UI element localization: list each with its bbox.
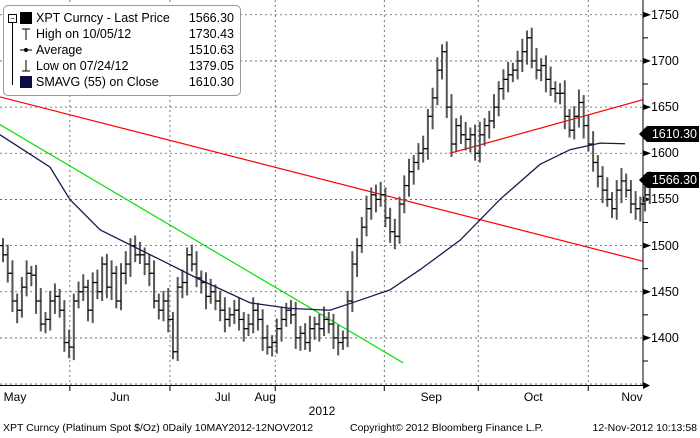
y-tick-mark <box>643 11 651 18</box>
x-tick-label: Aug <box>254 390 276 404</box>
axes <box>0 0 650 389</box>
footer-timestamp: 12-Nov-2012 10:13:58 <box>592 422 698 434</box>
red-support-trendline <box>449 99 644 154</box>
legend-row-last-price: XPT Curncy - Last Price 1566.30 <box>14 10 234 26</box>
x-axis-arrow <box>643 382 650 389</box>
y-tick-mark <box>643 334 651 341</box>
collapse-icon[interactable]: − <box>8 14 17 23</box>
legend-row-sma: SMAVG (55) on Close 1610.30 <box>14 74 234 90</box>
y-tick-label: 1600 <box>651 146 679 161</box>
grid <box>0 0 651 391</box>
legend-row-average: Average 1510.63 <box>14 42 234 58</box>
y-tick-label: 1400 <box>651 330 679 345</box>
y-tick-mark <box>643 104 651 111</box>
legend-row-high: High on 10/05/12 1730.43 <box>14 26 234 42</box>
green-downtrend-trendline <box>0 124 404 364</box>
x-tick-label: Sep <box>420 390 442 404</box>
footer-copyright: Copyright© 2012 Bloomberg Finance L.P. <box>350 422 544 434</box>
last-price-label: 1566.30 <box>639 172 699 188</box>
y-tick-mark <box>643 57 651 64</box>
average-marker-icon <box>20 44 32 56</box>
x-tick-label: Jun <box>110 390 130 404</box>
footer-security-description: XPT Curncy (Platinum Spot $/Oz) 0Daily 1… <box>3 422 314 434</box>
y-tick-label: 1750 <box>651 7 679 22</box>
y-tick-label: 1500 <box>651 238 679 253</box>
legend-row-low: Low on 07/24/12 1379.05 <box>14 58 234 74</box>
filled-square-icon <box>20 12 32 24</box>
y-tick-label: 1650 <box>651 100 679 115</box>
legend-tree-line <box>12 19 13 85</box>
sma-line <box>0 134 626 311</box>
x-axis-year-label: 2012 <box>308 404 336 418</box>
y-tick-label: 1450 <box>651 284 679 299</box>
sma55-line <box>0 134 626 311</box>
low-marker-icon <box>20 60 32 72</box>
navy-square-icon <box>20 76 32 88</box>
y-tick-label: 1700 <box>651 53 679 68</box>
trendlines <box>0 96 644 364</box>
y-tick-mark <box>643 150 651 157</box>
x-tick-label: May <box>3 390 27 404</box>
y-tick-mark <box>643 288 651 295</box>
x-tick-label: Oct <box>523 390 543 404</box>
upper-red-downtrend-trendline <box>0 96 644 262</box>
legend: − XPT Curncy - Last Price 1566.30 High o… <box>3 5 241 96</box>
high-marker-icon <box>20 28 32 40</box>
x-tick-label: Jul <box>214 390 231 404</box>
y-tick-mark <box>643 242 651 249</box>
sma-price-label: 1610.30 <box>639 126 699 142</box>
x-tick-label: Nov <box>621 390 643 404</box>
y-tick-label: 1550 <box>651 192 679 207</box>
